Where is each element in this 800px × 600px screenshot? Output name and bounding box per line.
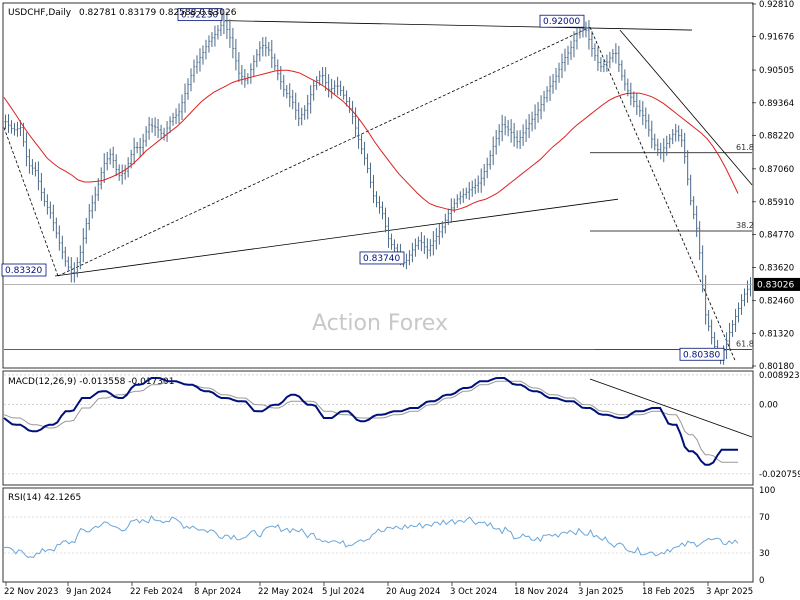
rsi-line (3, 515, 739, 558)
annotation-label: 0.83740 (363, 254, 400, 264)
price-tick-label: 0.91676 (759, 33, 794, 43)
time-tick-label: 8 Apr 2024 (194, 587, 241, 597)
rsi-panel: RSI(14) 42.1265 100 70 30 0 (2, 486, 775, 586)
moving-average-line (3, 69, 739, 211)
time-tick-label: 9 Jan 2024 (66, 587, 112, 597)
price-tick-label: 0.87060 (759, 165, 794, 175)
macd-panel: MACD(12,26,9) -0.013558 -0.017301 0.0089… (2, 370, 800, 486)
symbol-header: USDCHF,Daily 0.82781 0.83179 0.82588 0.8… (8, 8, 237, 18)
time-tick-label: 3 Jan 2025 (578, 587, 624, 597)
price-tick-label: 0.82460 (759, 297, 794, 307)
price-axis: 0.92810 0.91676 0.90505 0.89364 0.88220 0.870… (752, 0, 794, 372)
ohlc-values: 0.82781 0.83179 0.82588 0.83026 (79, 8, 237, 18)
price-tick-label: 0.84770 (759, 230, 794, 240)
macd-trend-line (589, 378, 753, 438)
price-annotation: 0.83320 (1, 263, 47, 277)
macd-tick-label: -0.020759 (759, 470, 800, 480)
watermark-text: Action Forex (312, 311, 448, 336)
candles (4, 11, 752, 365)
time-tick-label: 18 Nov 2024 (514, 587, 568, 597)
annotation-label: 0.92000 (543, 17, 580, 27)
annotation-label: 0.92230 (181, 11, 218, 21)
time-tick-label: 22 Nov 2023 (4, 587, 58, 597)
macd-panel-frame (2, 370, 754, 486)
price-tick-label: 0.88220 (759, 132, 794, 142)
price-panel-frame (2, 2, 754, 369)
time-tick-label: 3 Oct 2024 (450, 587, 497, 597)
symbol-name: USDCHF,Daily (8, 8, 72, 18)
time-axis: 22 Nov 2023 9 Jan 2024 22 Feb 2024 8 Apr 20… (4, 582, 753, 597)
fib-label: 61.8 (736, 340, 754, 349)
trend-line (619, 29, 753, 186)
rsi-axis: 100 70 30 0 (4, 486, 775, 586)
price-annotation: 0.92000 (539, 14, 585, 28)
price-annotation: 0.83740 (359, 251, 405, 265)
price-annotation: 0.80380 (679, 347, 725, 361)
trend-line (3, 127, 59, 277)
fib-label: 61.8 (736, 143, 754, 152)
price-tick-label: 0.81320 (759, 329, 794, 339)
price-tick-label: 0.83620 (759, 263, 794, 273)
macd-main-line (3, 377, 738, 466)
trend-line (224, 20, 693, 31)
trend-line (57, 26, 591, 277)
rsi-tick-label: 70 (759, 513, 770, 523)
price-annotation: 0.92230 (177, 8, 223, 22)
time-tick-label: 20 Aug 2024 (386, 587, 440, 597)
annotation-label: 0.80380 (683, 350, 720, 360)
time-tick-label: 18 Feb 2025 (642, 587, 695, 597)
macd-axis: 0.008923 0.00 -0.020759 (4, 371, 800, 480)
macd-tick-label: 0.008923 (759, 371, 800, 381)
time-tick-label: 22 May 2024 (258, 587, 313, 597)
macd-tick-label: 0.00 (759, 401, 778, 411)
fib-label: 38.2 (736, 221, 754, 230)
price-tick-label: 0.92810 (759, 0, 794, 10)
macd-label: MACD(12,26,9) -0.013558 -0.017301 (8, 377, 174, 387)
rsi-tick-label: 0 (759, 576, 764, 586)
time-tick-label: 22 Feb 2024 (130, 587, 183, 597)
rsi-tick-label: 100 (759, 486, 775, 496)
price-tick-label: 0.85910 (759, 198, 794, 208)
trend-line (589, 27, 736, 361)
time-tick-label: 5 Jul 2024 (322, 587, 365, 597)
trend-lines (3, 20, 753, 361)
price-tick-label: 0.80180 (759, 362, 794, 372)
trend-line (54, 198, 619, 277)
rsi-panel-frame (2, 487, 754, 583)
current-price-label: 0.83026 (757, 280, 794, 290)
time-tick-label: 3 Apr 2025 (706, 587, 753, 597)
current-price-marker: 0.83026 (754, 277, 800, 291)
price-tick-label: 0.90505 (759, 66, 794, 76)
annotation-label: 0.83320 (5, 266, 42, 276)
rsi-tick-label: 30 (759, 549, 770, 559)
price-annotations: 0.92230 0.92000 0.83740 0.83320 0.80380 (1, 8, 725, 361)
price-tick-label: 0.89364 (759, 99, 794, 109)
price-panel: Action Forex 0.92810 0.91676 0.90505 0.8936… (1, 0, 800, 372)
rsi-label: RSI(14) 42.1265 (8, 493, 81, 503)
